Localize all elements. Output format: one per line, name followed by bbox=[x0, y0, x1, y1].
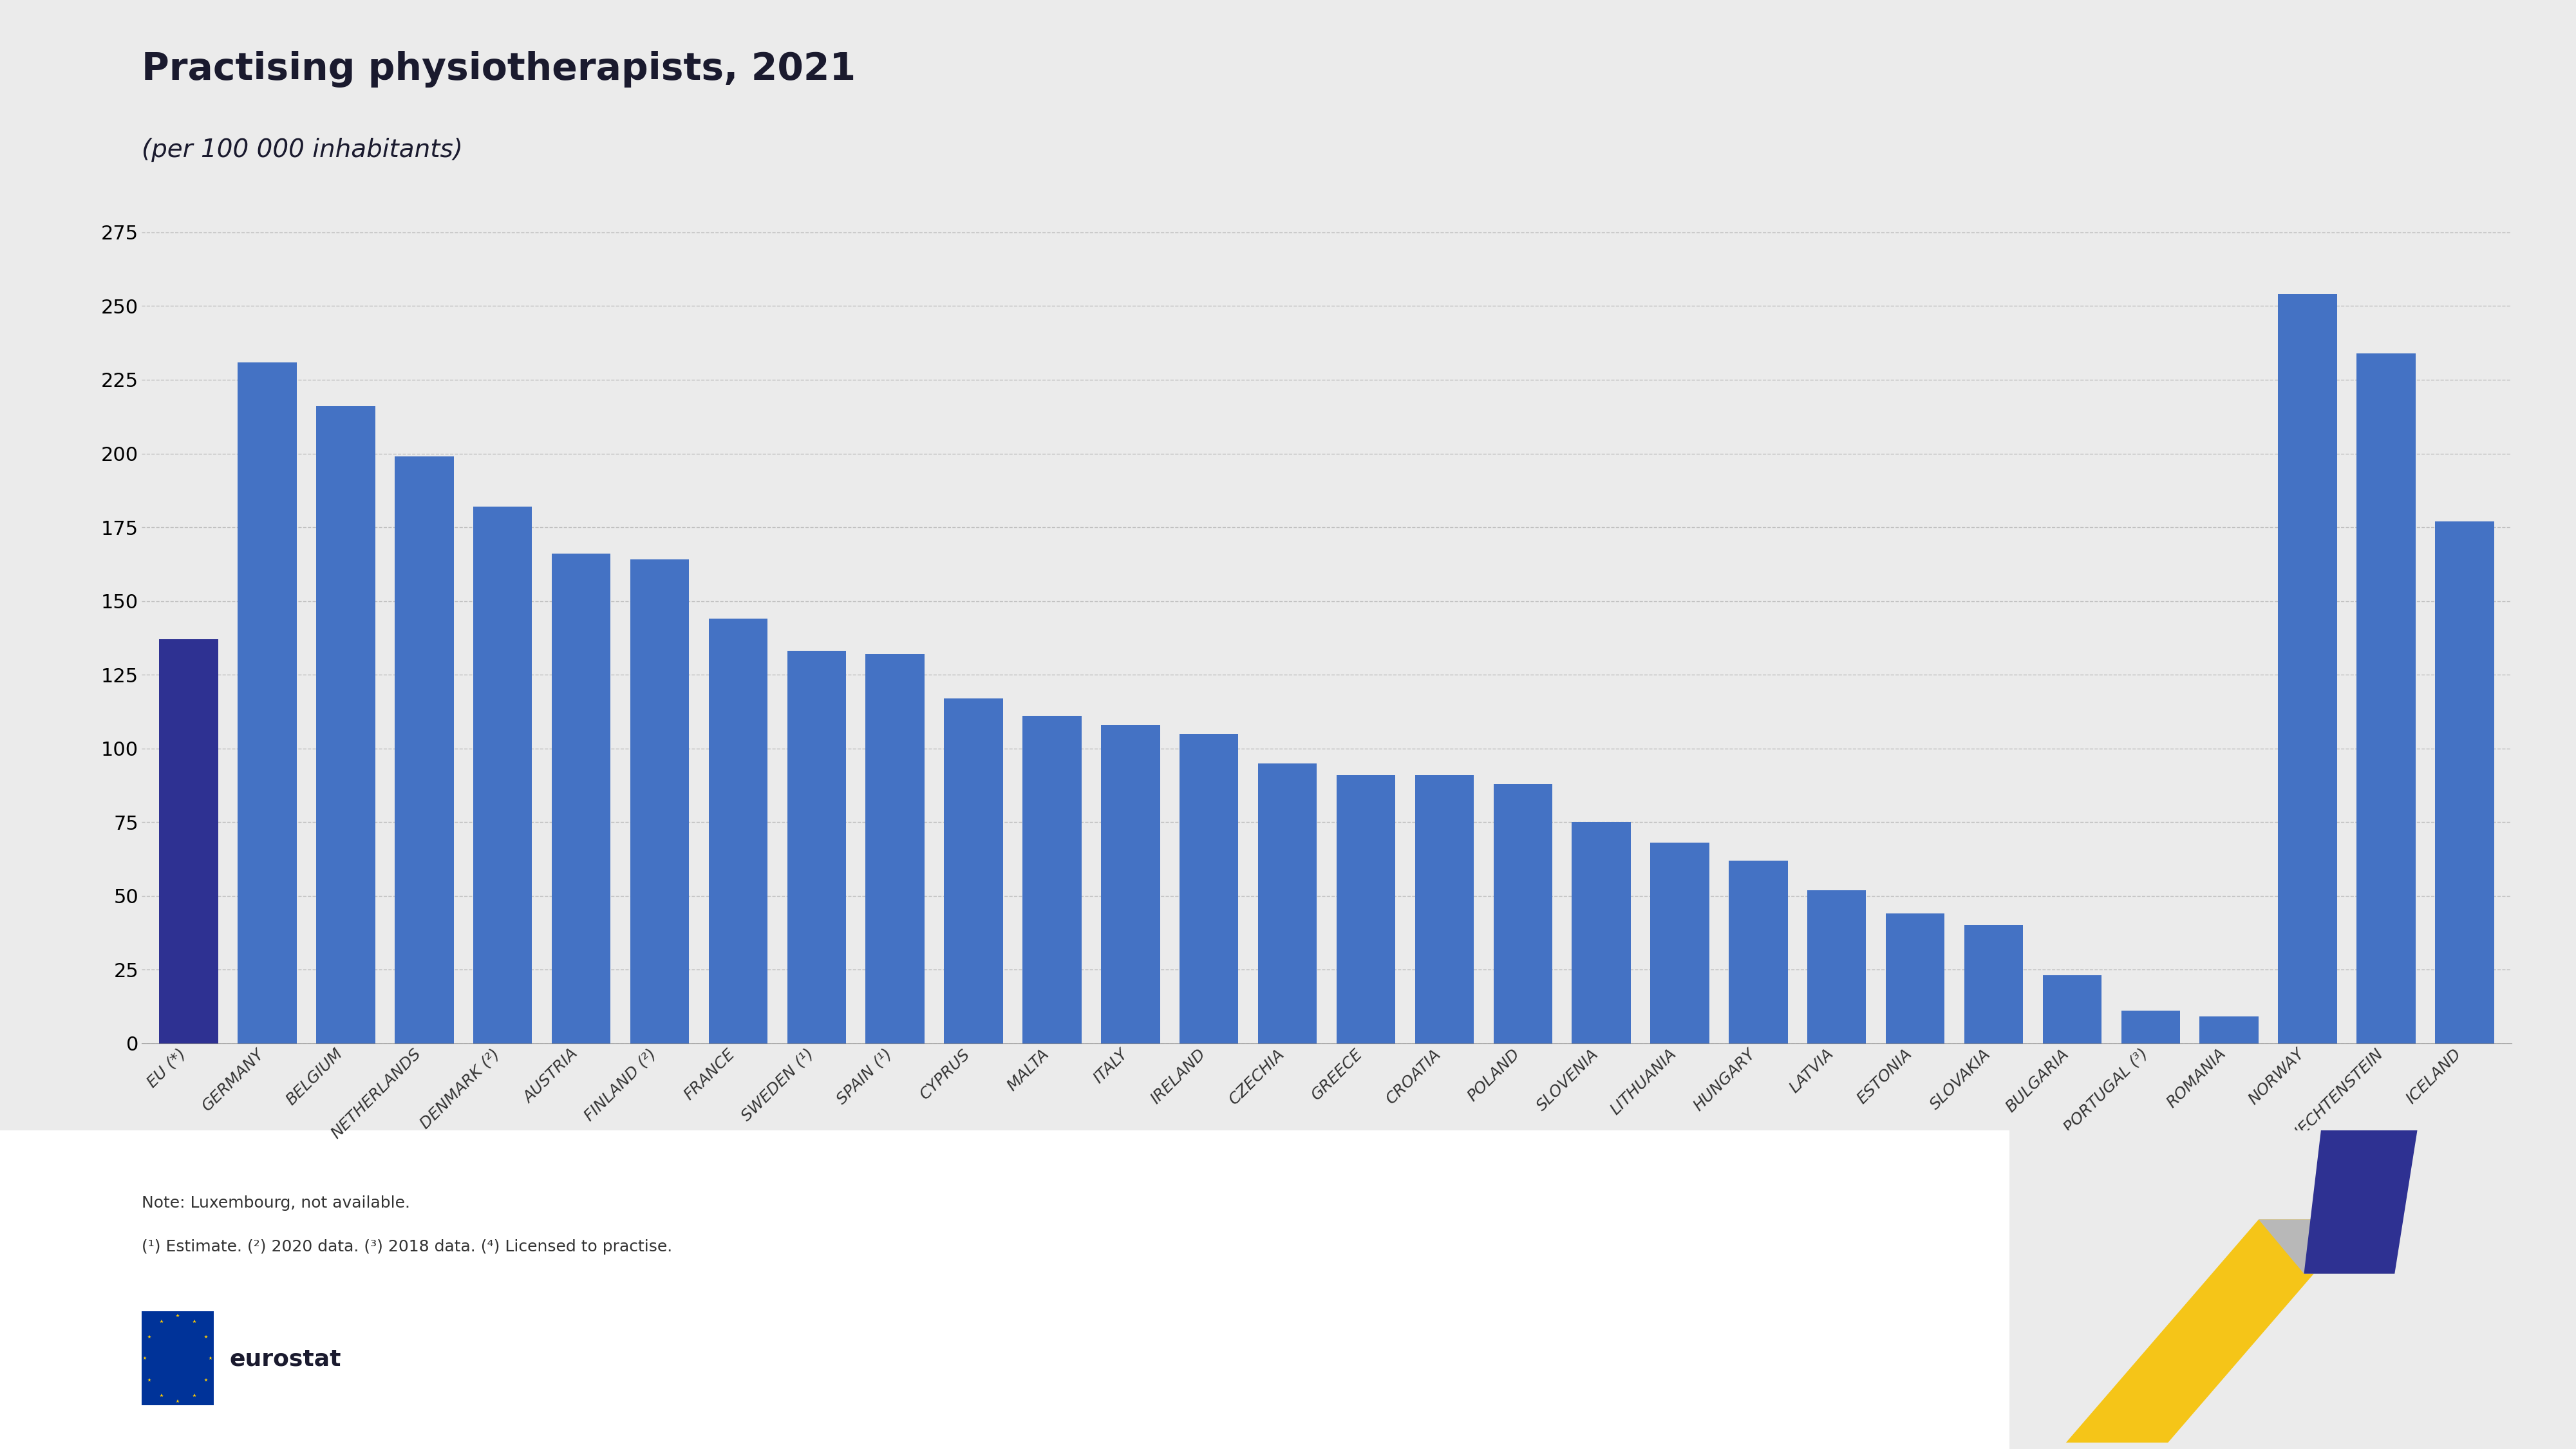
Bar bbox=[1965, 926, 2022, 1043]
Bar bbox=[1651, 843, 1710, 1043]
Bar bbox=[631, 559, 688, 1043]
Text: Note: Luxembourg, not available.: Note: Luxembourg, not available. bbox=[142, 1195, 410, 1211]
Text: (per 100 000 inhabitants): (per 100 000 inhabitants) bbox=[142, 138, 464, 162]
Bar bbox=[551, 554, 611, 1043]
Bar bbox=[788, 651, 845, 1043]
Bar bbox=[317, 406, 376, 1043]
Bar bbox=[1257, 764, 1316, 1043]
Polygon shape bbox=[2259, 1220, 2396, 1274]
Polygon shape bbox=[2066, 1220, 2360, 1443]
Text: (¹) Estimate. (²) 2020 data. (³) 2018 data. (⁴) Licensed to practise.: (¹) Estimate. (²) 2020 data. (³) 2018 da… bbox=[142, 1239, 672, 1255]
Text: Practising physiotherapists, 2021: Practising physiotherapists, 2021 bbox=[142, 51, 855, 87]
Bar bbox=[943, 698, 1002, 1043]
Bar bbox=[160, 639, 219, 1043]
Bar bbox=[1886, 913, 1945, 1043]
Bar bbox=[1100, 724, 1159, 1043]
Bar bbox=[2120, 1011, 2179, 1043]
Bar bbox=[237, 362, 296, 1043]
Bar bbox=[1728, 861, 1788, 1043]
Bar bbox=[1337, 775, 1396, 1043]
Bar bbox=[2434, 522, 2494, 1043]
Polygon shape bbox=[2303, 1130, 2416, 1274]
Bar bbox=[2043, 975, 2102, 1043]
Bar bbox=[1494, 784, 1553, 1043]
Bar bbox=[1414, 775, 1473, 1043]
Bar bbox=[866, 653, 925, 1043]
Bar bbox=[1180, 733, 1239, 1043]
Text: eurostat: eurostat bbox=[229, 1348, 340, 1371]
Bar bbox=[1808, 890, 1865, 1043]
Bar bbox=[708, 619, 768, 1043]
Bar bbox=[474, 507, 533, 1043]
Bar bbox=[2277, 294, 2336, 1043]
Bar bbox=[2357, 354, 2416, 1043]
Bar bbox=[1023, 716, 1082, 1043]
Bar bbox=[2200, 1017, 2259, 1043]
Bar bbox=[394, 456, 453, 1043]
Bar bbox=[1571, 822, 1631, 1043]
